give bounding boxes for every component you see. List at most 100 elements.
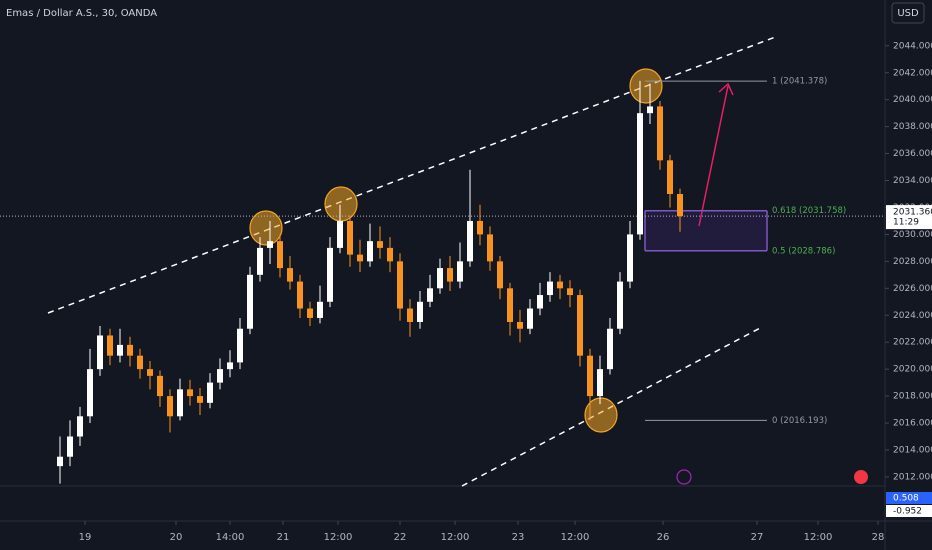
candle-body bbox=[587, 355, 593, 397]
candle-body bbox=[327, 247, 333, 302]
candle-body bbox=[77, 416, 83, 437]
y-tick-label: 2038.000 bbox=[893, 122, 932, 132]
candle-body bbox=[277, 241, 283, 269]
y-tick-label: 2042.000 bbox=[893, 68, 932, 78]
candle-body bbox=[557, 281, 563, 289]
indicator-label: -0.952 bbox=[893, 507, 922, 517]
candle-body bbox=[97, 335, 103, 370]
candle-body bbox=[597, 369, 603, 397]
candle-body bbox=[197, 396, 203, 403]
y-tick-label: 2022.000 bbox=[893, 338, 932, 348]
candle-body bbox=[107, 335, 113, 356]
candle-body bbox=[217, 369, 223, 383]
indicator-label-box bbox=[886, 505, 932, 517]
touch-circle bbox=[629, 68, 663, 104]
indicator-label-box bbox=[886, 492, 932, 504]
candle-body bbox=[657, 106, 663, 161]
y-tick-label: 2020.000 bbox=[893, 365, 932, 375]
candle-body bbox=[447, 268, 453, 282]
candle-body bbox=[627, 234, 633, 282]
candle-body bbox=[477, 220, 483, 235]
touch-circle bbox=[324, 186, 358, 222]
touch-circle bbox=[249, 210, 283, 246]
fib-label: 0.5 (2028.786) bbox=[772, 246, 835, 256]
indicator-label: 0.508 bbox=[893, 494, 919, 504]
candle-body bbox=[67, 436, 73, 457]
candle-body bbox=[297, 281, 303, 309]
candle-body bbox=[157, 375, 163, 397]
currency-label[interactable]: USD bbox=[897, 8, 919, 19]
candle-body bbox=[667, 160, 673, 194]
candle-body bbox=[637, 113, 643, 235]
candle-body bbox=[267, 241, 273, 248]
candle-body bbox=[307, 308, 313, 318]
candle-body bbox=[177, 389, 183, 417]
last-price-label: 2031.360 bbox=[893, 208, 932, 218]
x-tick-label: 12:00 bbox=[441, 532, 470, 543]
candle-body bbox=[427, 288, 433, 302]
y-tick-label: 2024.000 bbox=[893, 311, 932, 321]
candle-body bbox=[397, 261, 403, 309]
candle-body bbox=[207, 382, 213, 403]
arrow-line bbox=[698, 85, 729, 227]
x-tick-label: 12:00 bbox=[804, 532, 833, 543]
x-tick-label: 20 bbox=[170, 532, 183, 543]
candle-body bbox=[337, 220, 343, 248]
candle-body bbox=[227, 362, 233, 370]
flag-icon[interactable] bbox=[854, 470, 868, 484]
x-tick-label: 14:00 bbox=[216, 532, 245, 543]
candle-body bbox=[167, 396, 173, 417]
candle-body bbox=[567, 288, 573, 296]
x-tick-label: 27 bbox=[751, 532, 764, 543]
y-tick-label: 2034.000 bbox=[893, 176, 932, 186]
candle-body bbox=[437, 268, 443, 289]
candle-body bbox=[677, 194, 683, 217]
x-tick-label: 12:00 bbox=[561, 532, 590, 543]
candle-body bbox=[547, 281, 553, 296]
y-tick-label: 2014.000 bbox=[893, 445, 932, 455]
y-tick-label: 2044.000 bbox=[893, 41, 932, 51]
candle-body bbox=[617, 281, 623, 329]
candle-body bbox=[417, 301, 423, 322]
candle-body bbox=[507, 288, 513, 322]
candle-body bbox=[187, 389, 193, 397]
candle-body bbox=[367, 241, 373, 262]
candle-body bbox=[247, 274, 253, 329]
y-tick-label: 2036.000 bbox=[893, 149, 932, 159]
candle-body bbox=[287, 268, 293, 282]
currency-button[interactable] bbox=[891, 2, 925, 24]
event-icon[interactable] bbox=[676, 469, 692, 485]
candle-body bbox=[57, 456, 63, 467]
fib-label: 0.618 (2031.758) bbox=[772, 206, 846, 216]
fib-label: 0 (2016.193) bbox=[772, 416, 827, 426]
candle-body bbox=[117, 344, 123, 356]
candle-body bbox=[577, 295, 583, 356]
candle-body bbox=[347, 220, 353, 255]
fib-zone bbox=[645, 210, 767, 251]
candle-body bbox=[407, 308, 413, 322]
x-tick-label: 23 bbox=[512, 532, 525, 543]
countdown-label: 11:29 bbox=[893, 218, 919, 228]
candle-body bbox=[237, 328, 243, 363]
candle-body bbox=[257, 247, 263, 275]
touch-circle bbox=[584, 397, 618, 433]
candle-body bbox=[377, 241, 383, 248]
candle-body bbox=[137, 355, 143, 370]
candle-body bbox=[317, 301, 323, 318]
x-tick-label: 19 bbox=[79, 532, 92, 543]
candle-body bbox=[487, 234, 493, 262]
y-tick-label: 2028.000 bbox=[893, 257, 932, 267]
y-tick-label: 2040.000 bbox=[893, 95, 932, 105]
candle-body bbox=[457, 261, 463, 282]
x-tick-label: 28 bbox=[872, 532, 885, 543]
candle-body bbox=[87, 369, 93, 417]
y-tick-label: 2012.000 bbox=[893, 472, 932, 482]
candle-body bbox=[497, 261, 503, 289]
candle-body bbox=[517, 321, 523, 329]
candle-body bbox=[537, 295, 543, 309]
candle-body bbox=[527, 308, 533, 329]
y-tick-label: 2030.000 bbox=[893, 230, 932, 240]
y-tick-label: 2018.000 bbox=[893, 392, 932, 402]
